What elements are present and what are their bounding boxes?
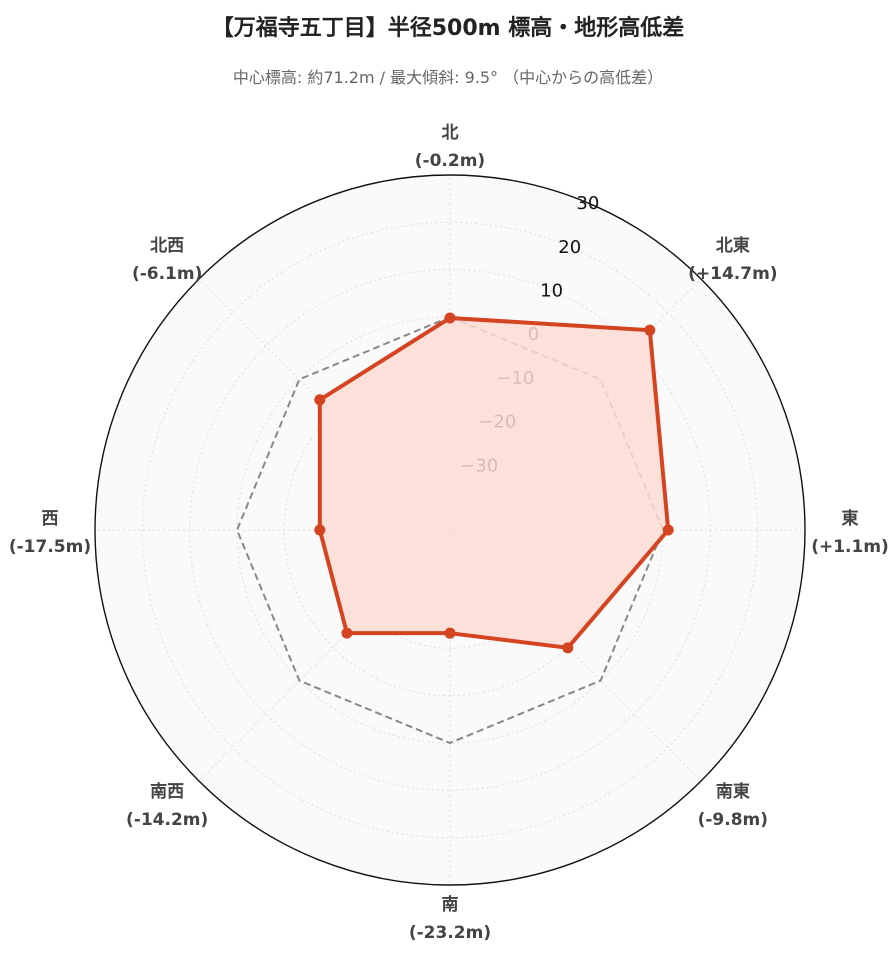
- grid-spoke: [449, 529, 702, 782]
- data-point: [444, 312, 456, 324]
- direction-label: 南: [442, 894, 459, 915]
- data-point: [314, 394, 326, 406]
- direction-label: 南東: [716, 781, 750, 802]
- chart-subtitle: 中心標高: 約71.2m / 最大傾斜: 9.5° （中心からの高低差）: [232, 68, 664, 87]
- direction-label: 東: [842, 508, 859, 529]
- radial-tick-label: 10: [540, 280, 563, 301]
- chart-title: 【万福寺五丁目】半径500m 標高・地形高低差: [211, 16, 685, 41]
- grid-spoke: [198, 278, 451, 531]
- direction-value-label: (-14.2m): [126, 810, 208, 830]
- data-point: [662, 524, 674, 536]
- data-point: [562, 642, 574, 654]
- direction-label: 北西: [150, 236, 184, 256]
- data-point: [341, 627, 353, 639]
- direction-value-label: (-0.2m): [415, 151, 485, 171]
- direction-label: 北: [442, 123, 459, 143]
- direction-value-label: (-6.1m): [132, 264, 202, 284]
- direction-label: 西: [42, 509, 59, 529]
- outer-circle: [94, 174, 806, 886]
- data-point: [314, 524, 326, 536]
- series-area: [319, 317, 669, 648]
- reference-zero-line: [235, 315, 665, 745]
- grid-spoke: [449, 278, 702, 531]
- direction-label: 南西: [150, 781, 184, 802]
- data-point: [644, 324, 656, 336]
- radial-tick-label: 30: [576, 193, 599, 214]
- data-point: [444, 627, 456, 639]
- grid-circle: [141, 221, 759, 839]
- grid-spoke: [198, 529, 451, 782]
- direction-value-label: (-23.2m): [409, 923, 491, 943]
- direction-label: 北東: [716, 235, 750, 256]
- direction-value-label: (+14.7m): [688, 264, 777, 284]
- direction-value-label: (-9.8m): [698, 810, 768, 830]
- radial-tick-label: 20: [558, 237, 581, 258]
- direction-value-label: (+1.1m): [811, 537, 889, 557]
- direction-value-label: (-17.5m): [9, 537, 91, 557]
